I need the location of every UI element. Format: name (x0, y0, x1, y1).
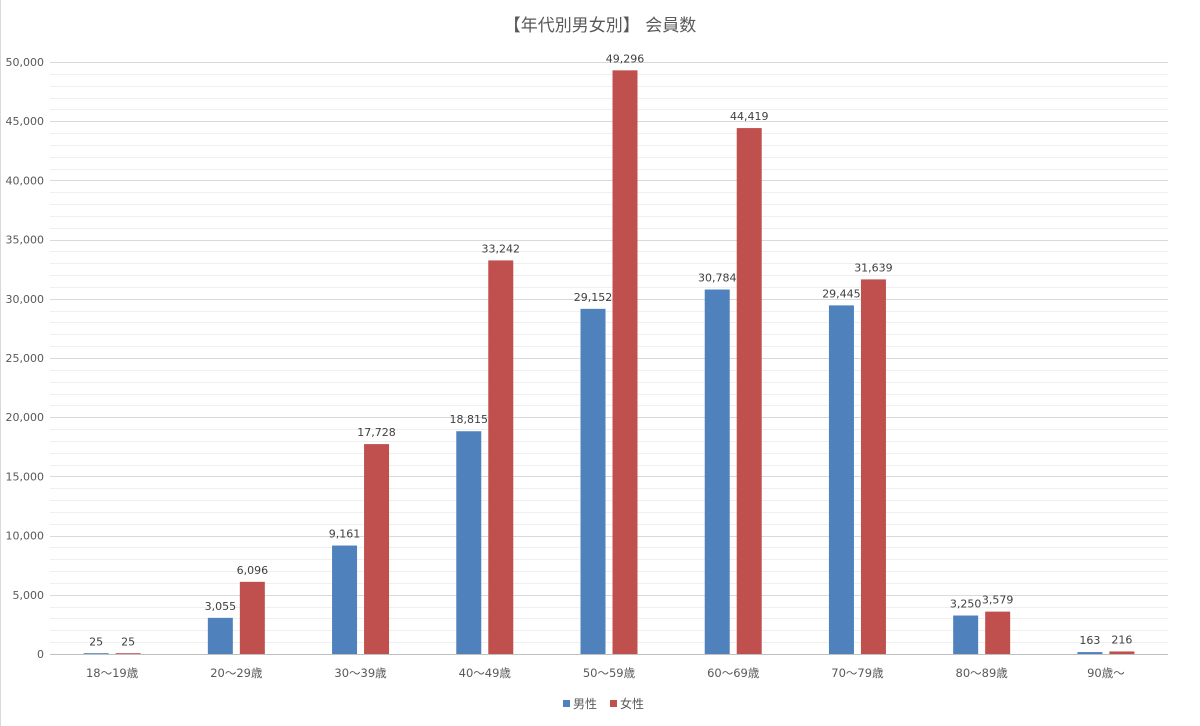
x-category-label: 60〜69歳 (707, 666, 760, 680)
legend-label-male: 男性 (573, 697, 597, 711)
chart-title: 【年代別男女別】 会員数 (504, 16, 696, 36)
y-tick-label: 20,000 (6, 411, 45, 424)
x-category-label: 70〜79歳 (831, 666, 884, 680)
legend-swatch-female (610, 700, 617, 707)
x-category-label: 40〜49歳 (459, 666, 512, 680)
x-category-label: 30〜39歳 (334, 666, 387, 680)
bar-female (364, 444, 390, 654)
bar-male (207, 617, 233, 654)
data-label-female: 44,419 (730, 110, 769, 123)
y-tick-label: 45,000 (6, 115, 45, 128)
bar-female (985, 611, 1011, 654)
y-tick-label: 40,000 (6, 174, 45, 187)
x-category-label: 20〜29歳 (210, 666, 263, 680)
bar-male (580, 308, 606, 654)
data-label-female: 216 (1111, 633, 1132, 646)
y-tick-label: 35,000 (6, 234, 45, 247)
y-tick-label: 50,000 (6, 56, 45, 69)
data-label-female: 25 (121, 636, 135, 649)
bar-female (239, 581, 265, 654)
bar-male (704, 289, 730, 654)
data-label-female: 33,242 (482, 242, 521, 255)
data-label-male: 30,784 (698, 272, 737, 285)
y-axis-tick-labels: 0 5,000 10,000 15,000 20,000 25,000 30,000 35,0… (6, 56, 45, 661)
data-label-male: 18,815 (450, 413, 489, 426)
data-label-male: 29,152 (574, 291, 613, 304)
bar-female (736, 128, 762, 654)
legend: 男性 女性 (563, 696, 644, 711)
data-label-male: 29,445 (822, 287, 861, 300)
bar-male (953, 615, 979, 654)
bar-female (860, 279, 886, 654)
bar-male (456, 431, 482, 654)
data-label-male: 9,161 (329, 528, 361, 541)
y-tick-label: 30,000 (6, 293, 45, 306)
bar-female (488, 260, 514, 654)
data-label-female: 3,579 (982, 594, 1014, 607)
data-label-male: 3,250 (950, 598, 982, 611)
data-label-female: 31,639 (854, 261, 893, 274)
data-label-female: 17,728 (357, 426, 396, 439)
bar-male (828, 305, 854, 654)
legend-label-female: 女性 (620, 696, 644, 711)
data-labels: 25 25 3,055 6,096 9,161 17,728 18,815 33,242 29,… (89, 52, 1132, 648)
legend-swatch-male (563, 700, 570, 707)
bar-female (612, 70, 638, 655)
y-tick-label: 10,000 (6, 530, 45, 543)
y-tick-label: 15,000 (6, 470, 45, 483)
bar-female (115, 653, 141, 654)
gridlines (50, 62, 1168, 643)
x-category-label: 90歳〜 (1087, 666, 1125, 680)
y-tick-label: 0 (37, 648, 44, 661)
data-label-male: 3,055 (205, 600, 237, 613)
bar-male (83, 653, 109, 654)
x-axis-category-labels: 18〜19歳 20〜29歳 30〜39歳 40〜49歳 50〜59歳 60〜69歳 70〜7… (86, 666, 1125, 680)
y-tick-label: 5,000 (13, 589, 45, 602)
data-label-female: 6,096 (237, 564, 269, 577)
x-category-label: 18〜19歳 (86, 666, 139, 680)
bar-female (1109, 651, 1135, 654)
bar-male (1077, 652, 1103, 654)
x-category-label: 80〜89歳 (956, 666, 1009, 680)
bar-male (332, 545, 358, 654)
bars (83, 70, 1135, 655)
data-label-male: 163 (1079, 634, 1100, 647)
data-label-male: 25 (89, 636, 103, 649)
data-label-female: 49,296 (606, 52, 645, 65)
y-tick-label: 25,000 (6, 352, 45, 365)
x-category-label: 50〜59歳 (583, 666, 636, 680)
